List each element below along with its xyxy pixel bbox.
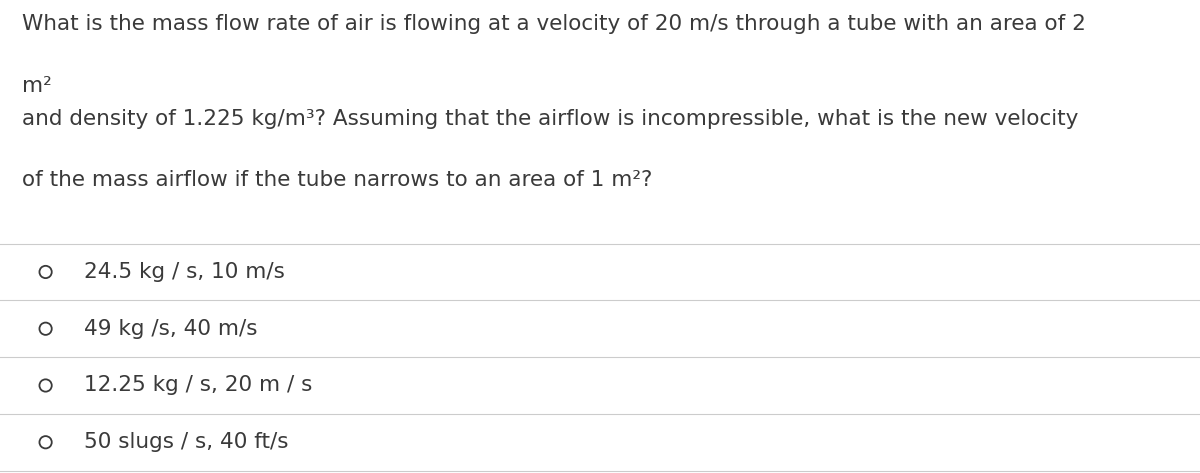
Text: 12.25 kg / s, 20 m / s: 12.25 kg / s, 20 m / s [84,376,312,395]
Text: of the mass airflow if the tube narrows to an area of 1 m²?: of the mass airflow if the tube narrows … [22,170,652,190]
Text: and density of 1.225 kg/m³? Assuming that the airflow is incompressible, what is: and density of 1.225 kg/m³? Assuming tha… [22,109,1078,129]
Text: m²: m² [22,76,52,96]
Text: What is the mass flow rate of air is flowing at a velocity of 20 m/s through a t: What is the mass flow rate of air is flo… [22,14,1086,34]
Text: 49 kg /s, 40 m/s: 49 kg /s, 40 m/s [84,319,258,339]
Text: 24.5 kg / s, 10 m/s: 24.5 kg / s, 10 m/s [84,262,284,282]
Text: 50 slugs / s, 40 ft/s: 50 slugs / s, 40 ft/s [84,432,288,452]
